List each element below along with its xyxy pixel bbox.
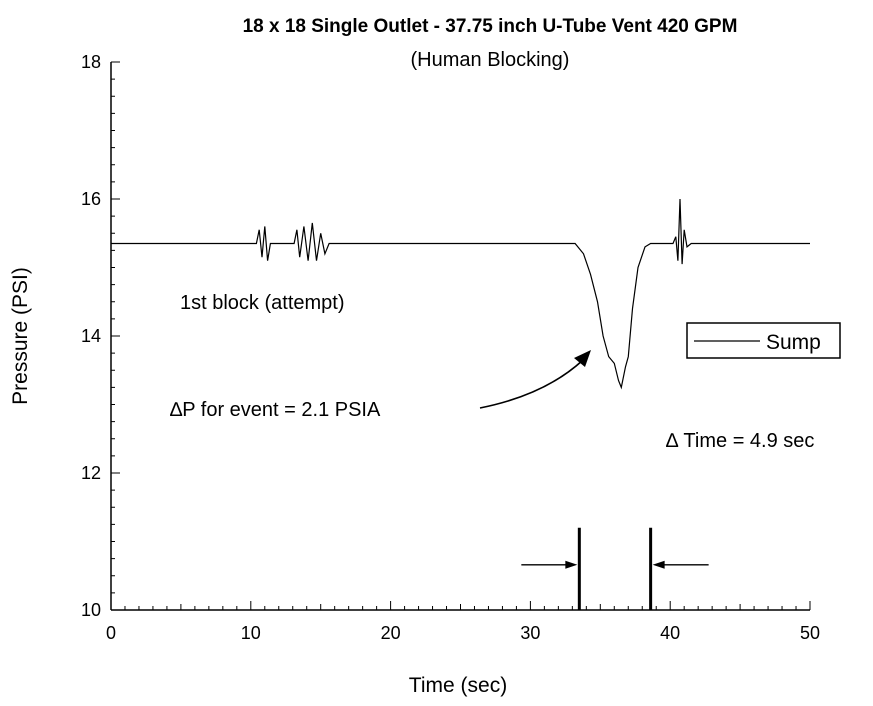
legend: Sump: [686, 322, 841, 359]
x-tick-label: 40: [660, 623, 680, 643]
y-tick-label: 14: [81, 326, 101, 346]
chart-title: 18 x 18 Single Outlet - 37.75 inch U-Tub…: [243, 16, 738, 37]
chart-subtitle: (Human Blocking): [411, 49, 570, 71]
right-arrow-head: [652, 560, 665, 569]
y-tick-label: 16: [81, 189, 101, 209]
x-axis-label: Time (sec): [409, 674, 507, 697]
x-tick-label: 10: [241, 623, 261, 643]
x-tick-label: 0: [106, 623, 116, 643]
y-tick-label: 18: [81, 52, 101, 72]
x-tick-label: 30: [520, 623, 540, 643]
series-line-sump: [111, 198, 810, 390]
x-tick-label: 20: [381, 623, 401, 643]
x-tick-label: 50: [800, 623, 820, 643]
y-tick-label: 10: [81, 600, 101, 620]
series-layer: [111, 198, 810, 390]
y-tick-label: 12: [81, 463, 101, 483]
tick-marks: [110, 61, 811, 611]
interval-markers: [521, 527, 709, 610]
delta-p-arrowhead: [574, 350, 591, 367]
annotation-first-block: 1st block (attempt): [180, 292, 345, 314]
annotation-delta-p: ∆P for event = 2.1 PSIA: [170, 399, 381, 421]
delta-p-curved-arrow: [479, 359, 584, 409]
left-arrow-head: [565, 560, 578, 569]
annotation-delta-time: ∆ Time = 4.9 sec: [666, 430, 814, 452]
y-axis-label: Pressure (PSI): [9, 267, 32, 405]
legend-label-sump: Sump: [766, 331, 821, 354]
